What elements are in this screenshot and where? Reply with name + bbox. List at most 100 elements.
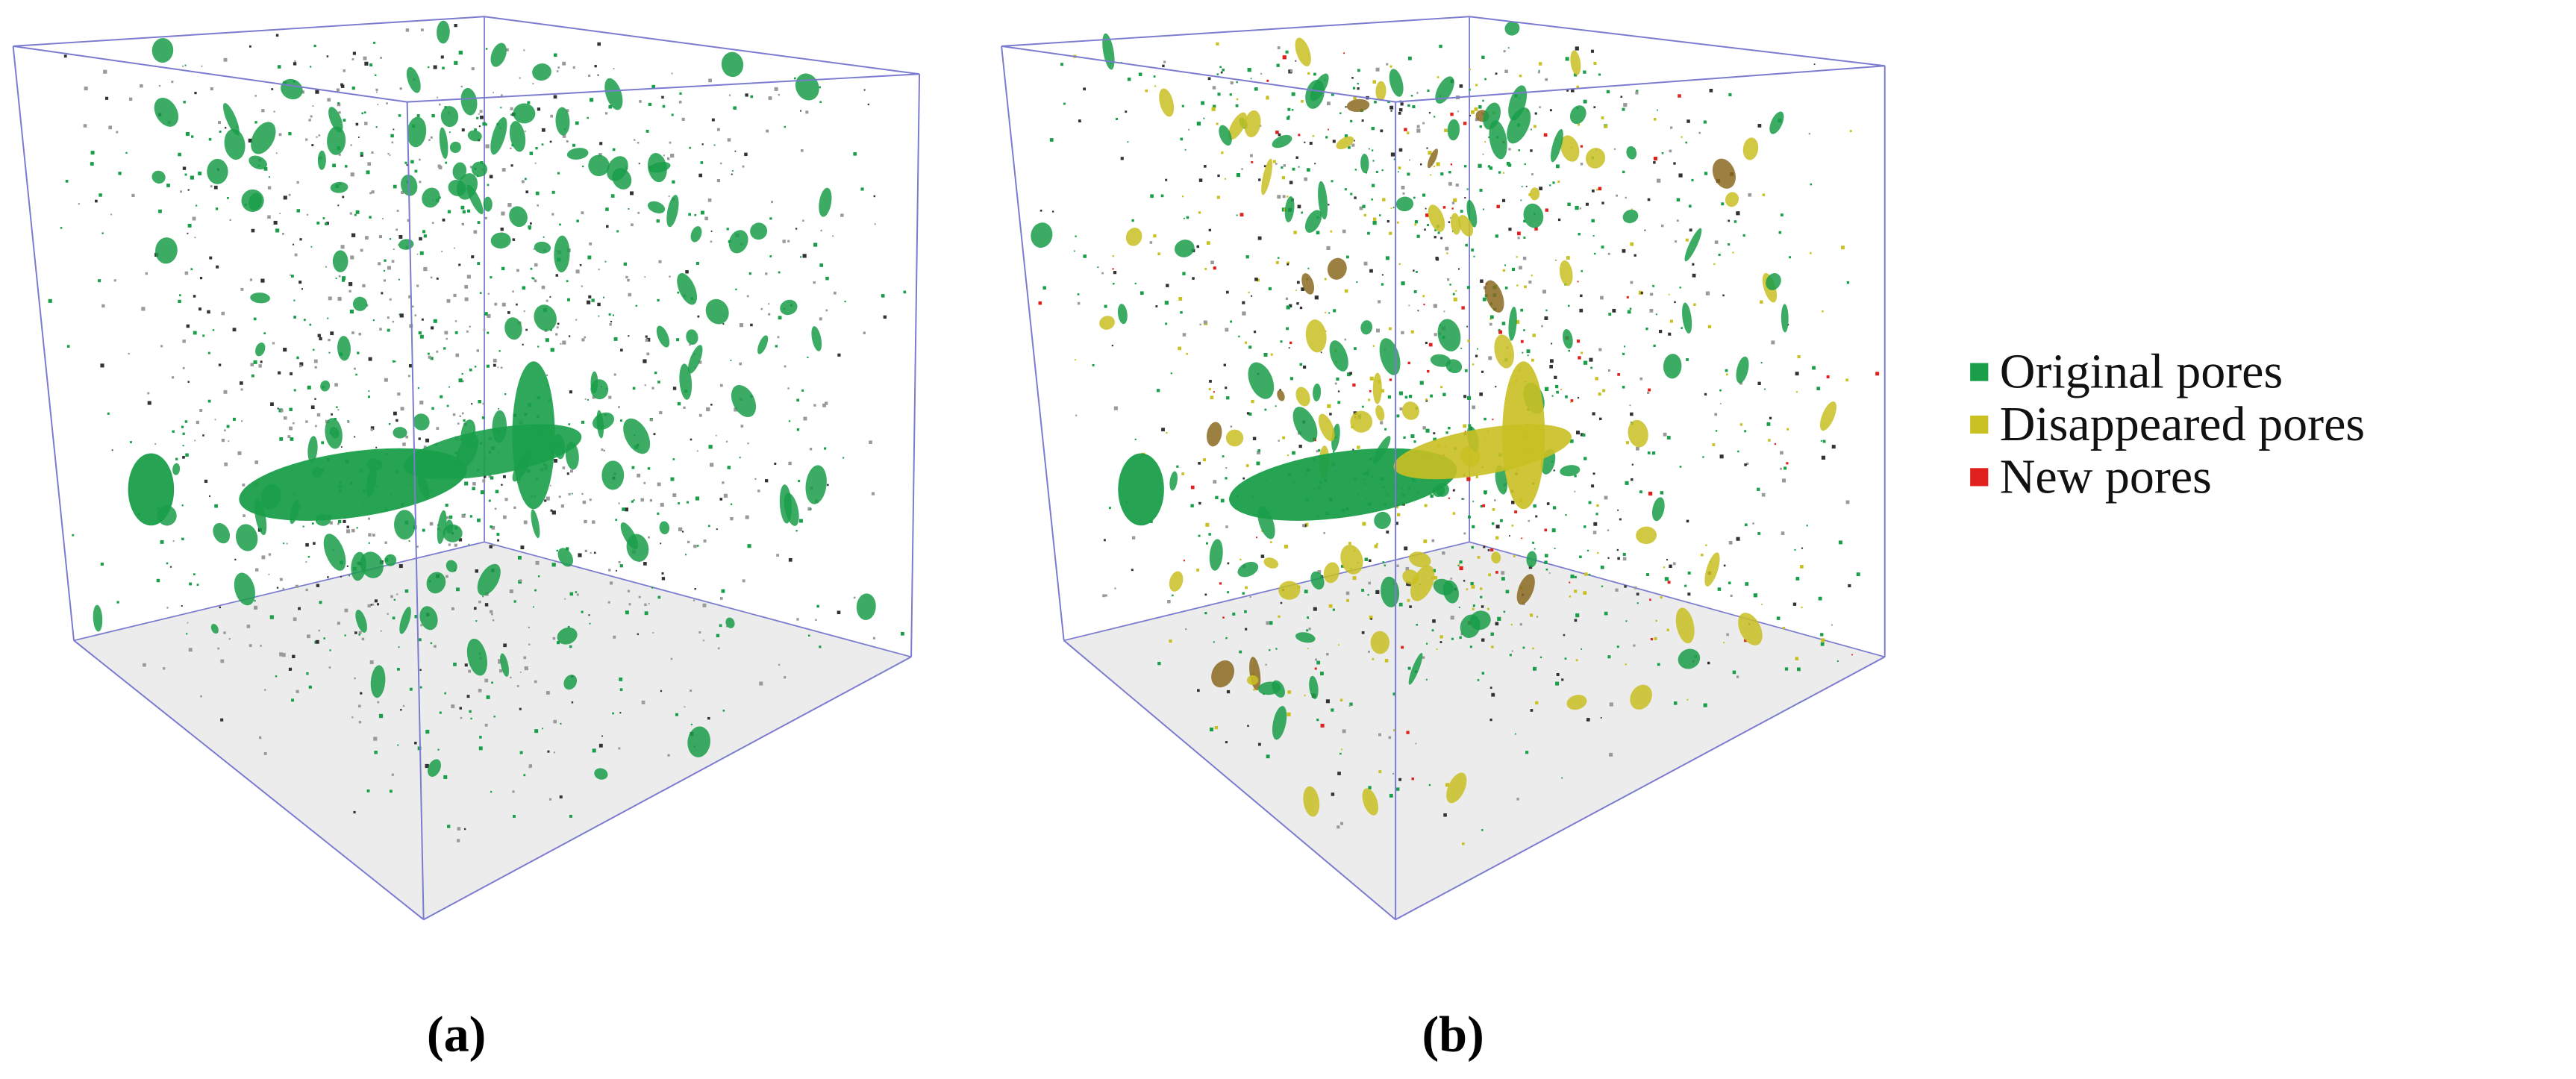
pore xyxy=(534,162,537,164)
pore xyxy=(672,180,675,184)
pore xyxy=(625,507,629,512)
pore xyxy=(351,331,354,334)
pore xyxy=(1287,196,1289,198)
pore xyxy=(1530,709,1534,712)
pore xyxy=(290,275,294,278)
cube-edge xyxy=(1469,16,1885,67)
pore xyxy=(497,539,500,542)
pore xyxy=(310,66,312,68)
pore xyxy=(249,278,253,281)
pore xyxy=(208,495,211,497)
pore xyxy=(1719,403,1722,404)
pore xyxy=(659,410,663,415)
pore xyxy=(1236,173,1241,178)
pore xyxy=(1368,581,1371,585)
pore xyxy=(1289,341,1292,345)
pore xyxy=(640,498,644,502)
pore xyxy=(1442,551,1445,555)
pore xyxy=(1439,44,1442,49)
pore xyxy=(1856,572,1860,577)
pore xyxy=(1368,148,1370,150)
pore xyxy=(1287,107,1291,111)
pore xyxy=(1619,518,1622,521)
pore xyxy=(695,261,699,265)
pore-cluster xyxy=(1395,196,1414,212)
pore xyxy=(98,279,101,283)
pore xyxy=(1528,519,1530,522)
pore xyxy=(287,435,291,439)
pore xyxy=(1601,116,1604,119)
pore xyxy=(1600,295,1604,300)
pore xyxy=(1545,554,1548,557)
pore xyxy=(551,190,555,194)
pore xyxy=(1533,504,1536,508)
pore xyxy=(363,56,367,60)
pore xyxy=(368,395,371,398)
pore xyxy=(1425,428,1430,433)
pore xyxy=(1496,204,1500,209)
pore xyxy=(733,106,737,110)
pore xyxy=(698,360,702,364)
pore xyxy=(275,34,279,37)
pore xyxy=(613,635,616,639)
pore xyxy=(315,425,317,428)
pore-cluster xyxy=(784,492,799,526)
pore xyxy=(1417,310,1419,312)
pore xyxy=(1108,507,1111,510)
pore xyxy=(581,610,584,613)
pore xyxy=(1260,72,1263,75)
pore xyxy=(1543,133,1548,137)
pore xyxy=(1345,591,1350,595)
pore xyxy=(575,319,578,321)
pore xyxy=(1484,141,1486,143)
pore xyxy=(130,441,132,443)
pore xyxy=(693,544,697,548)
pore xyxy=(1247,725,1249,728)
pore xyxy=(512,238,516,241)
pore xyxy=(378,713,384,719)
pore xyxy=(1588,501,1592,504)
pore xyxy=(1845,500,1850,504)
pore xyxy=(345,165,348,168)
pore xyxy=(524,178,527,181)
pore xyxy=(722,710,725,712)
pore xyxy=(1523,237,1526,240)
pore xyxy=(1369,390,1372,392)
pore xyxy=(1463,580,1466,582)
pore xyxy=(837,353,841,357)
pore xyxy=(1478,163,1482,168)
pore-cluster xyxy=(532,63,551,81)
pore xyxy=(1831,445,1836,449)
pore xyxy=(182,65,184,67)
pore xyxy=(824,447,827,450)
pore xyxy=(1586,718,1590,722)
pore-cluster xyxy=(1651,497,1665,522)
pore xyxy=(1420,163,1422,166)
pore xyxy=(1410,434,1415,439)
pore xyxy=(482,595,484,598)
pore xyxy=(116,131,119,134)
pore-cluster xyxy=(1402,569,1419,585)
pore-cluster xyxy=(596,410,604,439)
pore xyxy=(1304,177,1308,181)
pore xyxy=(587,300,591,304)
pore xyxy=(1647,391,1650,395)
pore xyxy=(1714,413,1718,416)
pore xyxy=(1336,377,1339,381)
pore xyxy=(1753,593,1758,598)
pore xyxy=(567,625,570,628)
pore xyxy=(190,268,193,271)
pore xyxy=(1668,293,1670,295)
pore xyxy=(471,255,475,259)
pore xyxy=(277,407,279,410)
pore xyxy=(1330,230,1333,233)
pore xyxy=(716,178,721,183)
pore xyxy=(1494,499,1496,501)
pore xyxy=(612,148,616,151)
pore xyxy=(1472,500,1475,502)
pore xyxy=(537,107,541,111)
pore xyxy=(181,605,183,607)
pore-cluster xyxy=(320,380,331,392)
pore xyxy=(1227,591,1229,594)
pore xyxy=(1416,128,1421,133)
